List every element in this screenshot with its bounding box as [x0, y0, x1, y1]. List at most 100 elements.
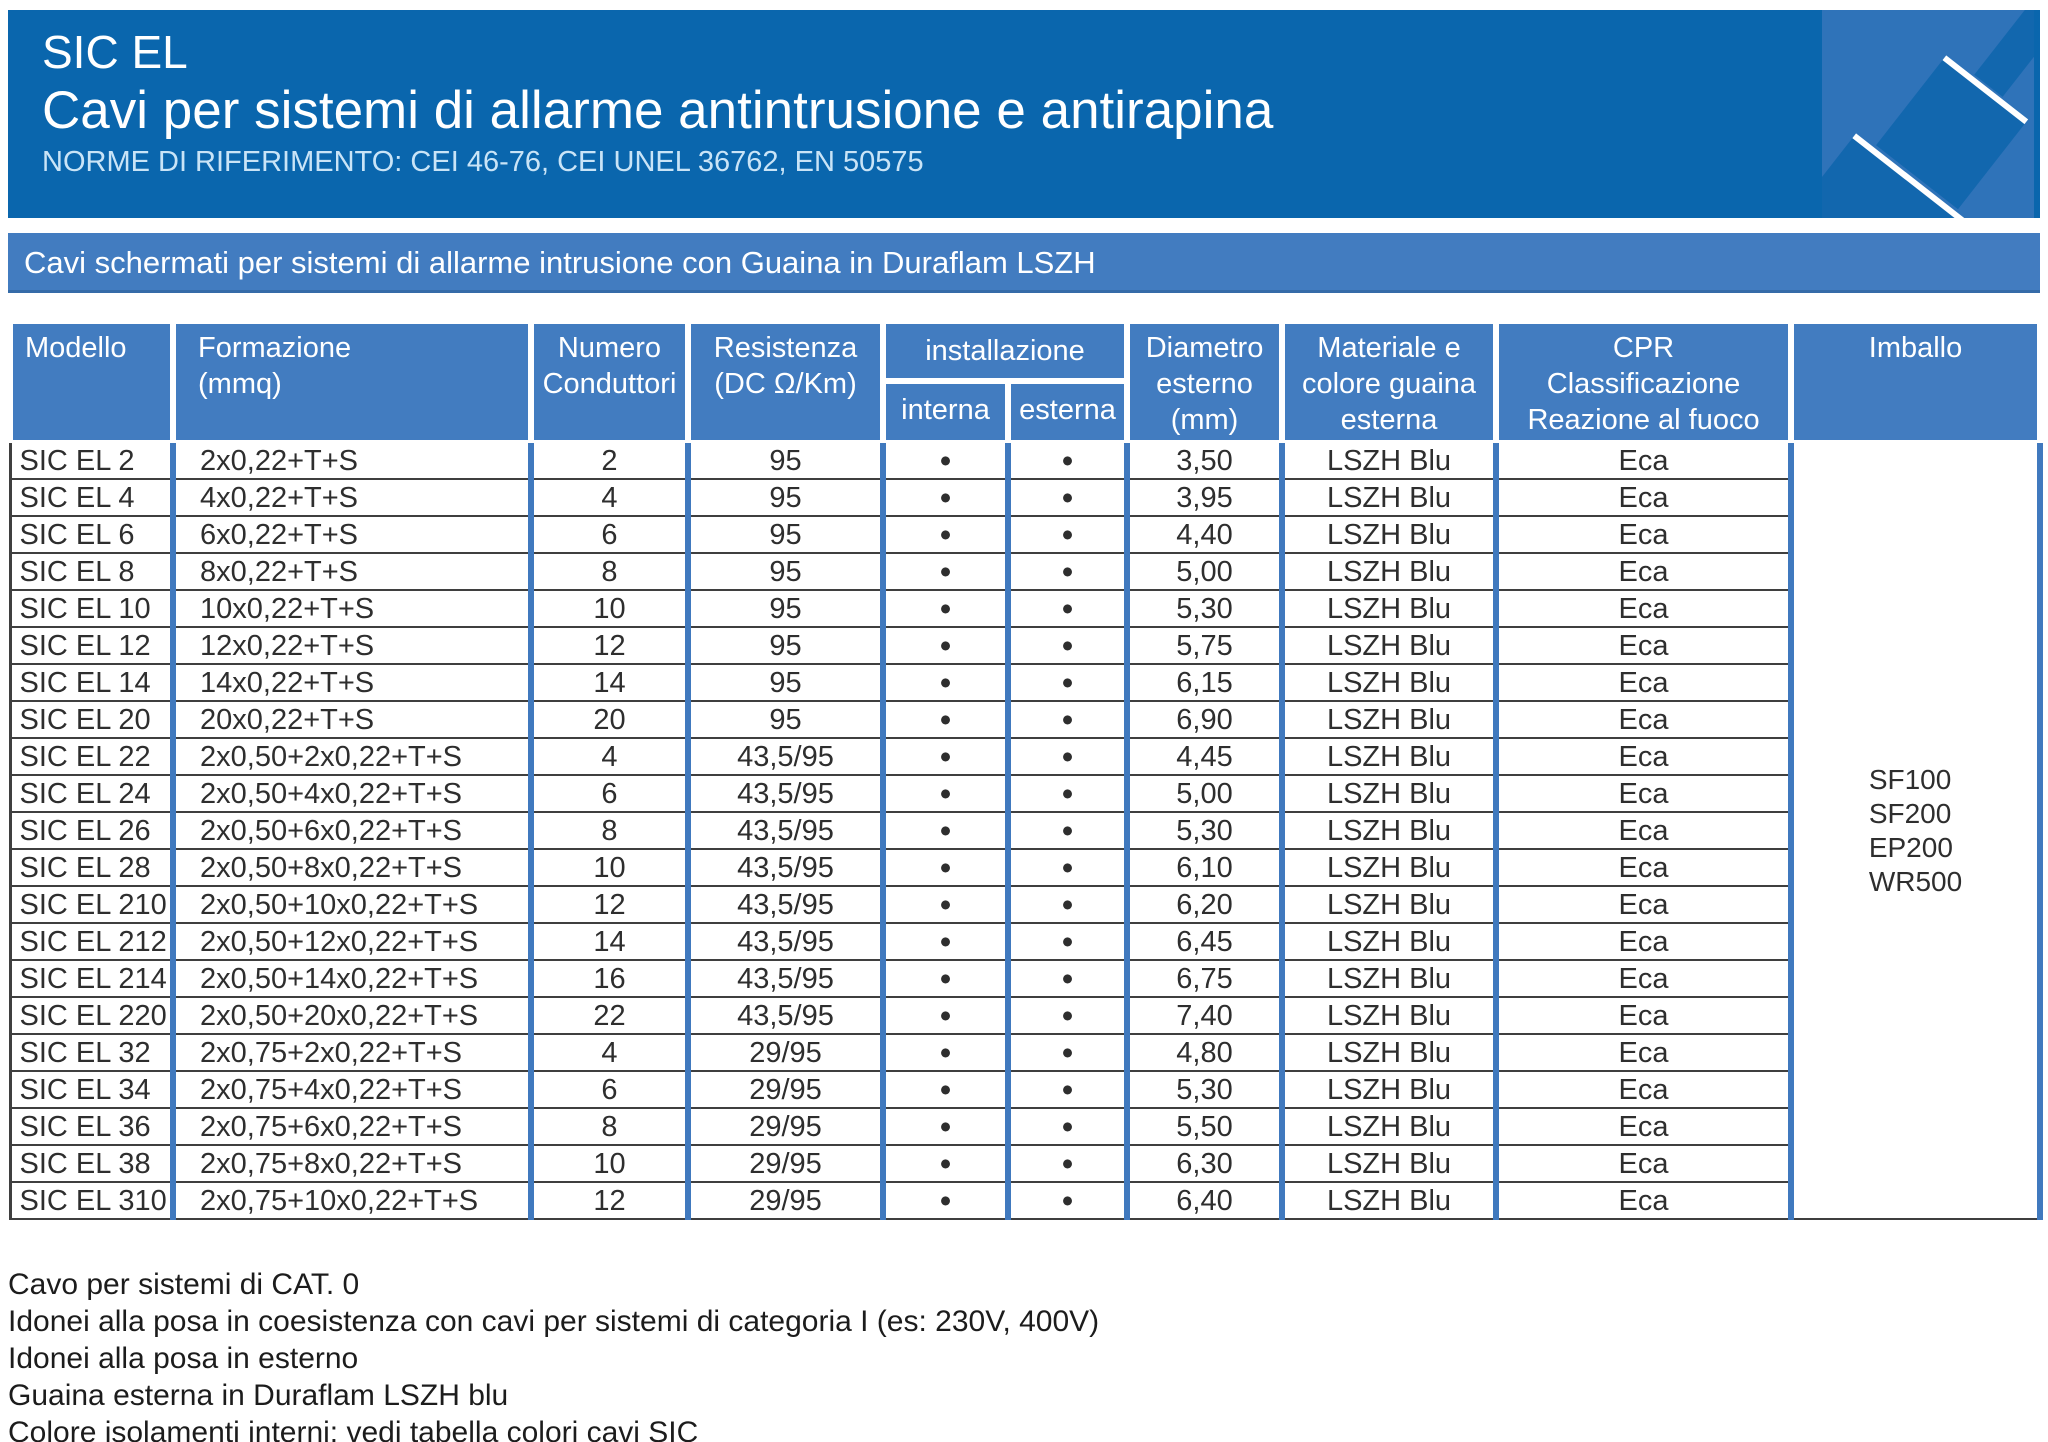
header-row-sub: interna esterna: [10, 377, 2040, 443]
external-dot-cell: •: [1004, 775, 1128, 813]
diameter-cell: 5,75: [1124, 627, 1283, 665]
col-header-diametro-esterno: Diametro esterno (mm): [1124, 318, 1286, 443]
col-header-imballo: Imballo: [1788, 318, 2044, 443]
col-header-resistenza: Resistenza (DC Ω/Km): [685, 318, 886, 443]
model-cell: SIC EL 26: [8, 812, 173, 850]
table-row: SIC EL 36 2x0,75+6x0,22+T+S 8 29/95 • • 5,50 LS…: [8, 1108, 2040, 1146]
packaging-option: SF100: [1868, 763, 1952, 795]
internal-dot-cell: •: [880, 441, 1008, 480]
external-dot-cell: •: [1004, 1182, 1128, 1220]
packaging-options: SF100 SF200 EP200 WR500: [1869, 763, 1962, 899]
table-caption-banner: Cavi schermati per sistemi di allarme in…: [8, 233, 2040, 293]
model-cell: SIC EL 28: [8, 849, 173, 887]
table-row: SIC EL 26 2x0,50+6x0,22+T+S 8 43,5/95 • • 5,30…: [8, 812, 2040, 850]
col-header-formazione: Formazione (mmq): [170, 318, 534, 443]
conductors-cell: 20: [528, 701, 688, 739]
formation-cell: 2x0,75+10x0,22+T+S: [170, 1182, 531, 1220]
packaging-option: EP200: [1868, 831, 1953, 863]
cpr-cell: Eca: [1493, 553, 1792, 591]
resistance-cell: 29/95: [685, 1108, 883, 1146]
cpr-cell: Eca: [1493, 775, 1792, 813]
resistance-cell: 43,5/95: [685, 849, 883, 887]
external-dot-cell: •: [1004, 664, 1128, 702]
conductors-cell: 2: [528, 441, 688, 480]
formation-cell: 2x0,75+6x0,22+T+S: [170, 1108, 531, 1146]
sheath-cell: LSZH Blu: [1279, 553, 1497, 591]
table-row: SIC EL 10 10x0,22+T+S 10 95 • • 5,30 LSZH Blu Ec…: [8, 590, 2040, 628]
table-row: SIC EL 214 2x0,50+14x0,22+T+S 16 43,5/95 • • 6…: [8, 960, 2040, 998]
resistance-cell: 95: [685, 479, 883, 517]
resistance-cell: 95: [685, 553, 883, 591]
conductors-cell: 4: [528, 1034, 688, 1072]
internal-dot-cell: •: [880, 627, 1008, 665]
model-cell: SIC EL 10: [8, 590, 173, 628]
sheath-cell: LSZH Blu: [1279, 923, 1497, 961]
internal-dot-cell: •: [880, 775, 1008, 813]
external-dot-cell: •: [1004, 701, 1128, 739]
internal-dot-cell: •: [880, 1145, 1008, 1183]
internal-dot-cell: •: [880, 1071, 1008, 1109]
internal-dot-cell: •: [880, 886, 1008, 924]
internal-dot-cell: •: [880, 1034, 1008, 1072]
model-cell: SIC EL 6: [8, 516, 173, 554]
formation-cell: 2x0,50+20x0,22+T+S: [170, 997, 531, 1035]
diameter-cell: 6,45: [1124, 923, 1283, 961]
model-cell: SIC EL 32: [8, 1034, 173, 1072]
cpr-cell: Eca: [1493, 1034, 1792, 1072]
sheath-cell: LSZH Blu: [1279, 664, 1497, 702]
cpr-cell: Eca: [1493, 441, 1792, 480]
table-row: SIC EL 310 2x0,75+10x0,22+T+S 12 29/95 • • 6,4…: [8, 1182, 2040, 1220]
table-row: SIC EL 8 8x0,22+T+S 8 95 • • 5,00 LSZH Blu Eca: [8, 553, 2040, 591]
resistance-cell: 95: [685, 664, 883, 702]
conductors-cell: 4: [528, 479, 688, 517]
conductors-cell: 10: [528, 849, 688, 887]
product-series-title: SIC EL: [42, 26, 188, 78]
external-dot-cell: •: [1004, 812, 1128, 850]
resistance-cell: 95: [685, 701, 883, 739]
conductors-cell: 8: [528, 553, 688, 591]
formation-cell: 2x0,75+4x0,22+T+S: [170, 1071, 531, 1109]
col-header-interna: interna: [880, 377, 1011, 443]
model-cell: SIC EL 210: [8, 886, 173, 924]
resistance-cell: 43,5/95: [685, 960, 883, 998]
table-body: SIC EL 2 2x0,22+T+S 2 95 • • 3,50 LSZH Blu Eca SF…: [8, 441, 2044, 1220]
header-band: SIC EL Cavi per sistemi di allarme antin…: [8, 10, 2040, 218]
sheath-cell: LSZH Blu: [1279, 1108, 1497, 1146]
internal-dot-cell: •: [880, 997, 1008, 1035]
table-row: SIC EL 2 2x0,22+T+S 2 95 • • 3,50 LSZH Blu Eca SF…: [8, 441, 2044, 1220]
table-row: SIC EL 24 2x0,50+4x0,22+T+S 6 43,5/95 • • 5,00…: [8, 775, 2040, 813]
table-row: SIC EL 220 2x0,50+20x0,22+T+S 22 43,5/95 • • 7…: [8, 997, 2040, 1035]
packaging-option: WR500: [1868, 865, 1963, 897]
cpr-cell: Eca: [1493, 479, 1792, 517]
model-cell: SIC EL 2: [8, 441, 173, 480]
conductors-cell: 10: [528, 590, 688, 628]
diameter-cell: 6,30: [1124, 1145, 1283, 1183]
cpr-cell: Eca: [1493, 960, 1792, 998]
model-cell: SIC EL 310: [8, 1182, 173, 1220]
col-header-cpr-classificazione: CPR Classificazione Reazione al fuoco: [1493, 318, 1795, 443]
formation-cell: 2x0,75+2x0,22+T+S: [170, 1034, 531, 1072]
sheath-cell: LSZH Blu: [1279, 886, 1497, 924]
internal-dot-cell: •: [880, 1108, 1008, 1146]
packaging-option: SF200: [1868, 797, 1952, 829]
sheath-cell: LSZH Blu: [1279, 1071, 1497, 1109]
header-text-block: SIC EL Cavi per sistemi di allarme antin…: [42, 24, 1273, 180]
formation-cell: 20x0,22+T+S: [170, 701, 531, 739]
conductors-cell: 8: [528, 812, 688, 850]
sheath-cell: LSZH Blu: [1279, 441, 1497, 480]
formation-cell: 2x0,50+6x0,22+T+S: [170, 812, 531, 850]
diameter-cell: 6,10: [1124, 849, 1283, 887]
diameter-cell: 5,30: [1124, 590, 1283, 628]
formation-cell: 4x0,22+T+S: [170, 479, 531, 517]
table-row: SIC EL 34 2x0,75+4x0,22+T+S 6 29/95 • • 5,30 LS…: [8, 1071, 2040, 1109]
table-row: SIC EL 210 2x0,50+10x0,22+T+S 12 43,5/95 • • 6…: [8, 886, 2040, 924]
footnote-line: Idonei alla posa in esterno: [8, 1342, 359, 1375]
diameter-cell: 6,75: [1124, 960, 1283, 998]
product-description: Cavi per sistemi di allarme antintrusion…: [42, 81, 1274, 140]
external-dot-cell: •: [1004, 1071, 1128, 1109]
cpr-cell: Eca: [1493, 849, 1792, 887]
conductors-cell: 14: [528, 664, 688, 702]
internal-dot-cell: •: [880, 923, 1008, 961]
external-dot-cell: •: [1004, 441, 1128, 480]
conductors-cell: 8: [528, 1108, 688, 1146]
